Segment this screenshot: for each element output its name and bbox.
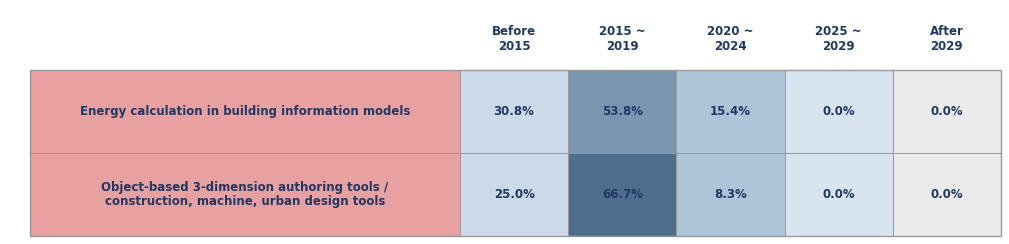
Bar [893,70,1001,153]
Text: 30.8%: 30.8% [493,105,535,118]
Bar [568,70,676,153]
Text: 53.8%: 53.8% [601,105,643,118]
Text: 2015 ~
2019: 2015 ~ 2019 [599,25,646,53]
Bar [785,70,893,153]
Bar [676,153,785,236]
Bar [460,153,568,236]
Text: 0.0%: 0.0% [930,105,964,118]
Text: 0.0%: 0.0% [930,188,964,201]
Bar [30,70,1001,236]
Text: After
2029: After 2029 [930,25,964,53]
Bar [30,153,460,236]
Text: 15.4%: 15.4% [710,105,751,118]
Bar [893,153,1001,236]
Bar [460,70,568,153]
Text: Object-based 3-dimension authoring tools /
construction, machine, urban design t: Object-based 3-dimension authoring tools… [102,181,388,209]
Text: 2020 ~
2024: 2020 ~ 2024 [707,25,754,53]
Text: 8.3%: 8.3% [714,188,747,201]
Text: 0.0%: 0.0% [822,105,855,118]
Text: 0.0%: 0.0% [822,188,855,201]
Text: 25.0%: 25.0% [493,188,535,201]
Bar [568,153,676,236]
Text: Before
2015: Before 2015 [492,25,536,53]
Text: 66.7%: 66.7% [601,188,643,201]
Bar [785,153,893,236]
Bar [30,70,460,153]
Bar [676,70,785,153]
Text: Energy calculation in building information models: Energy calculation in building informati… [80,105,411,118]
Text: 2025 ~
2029: 2025 ~ 2029 [815,25,862,53]
